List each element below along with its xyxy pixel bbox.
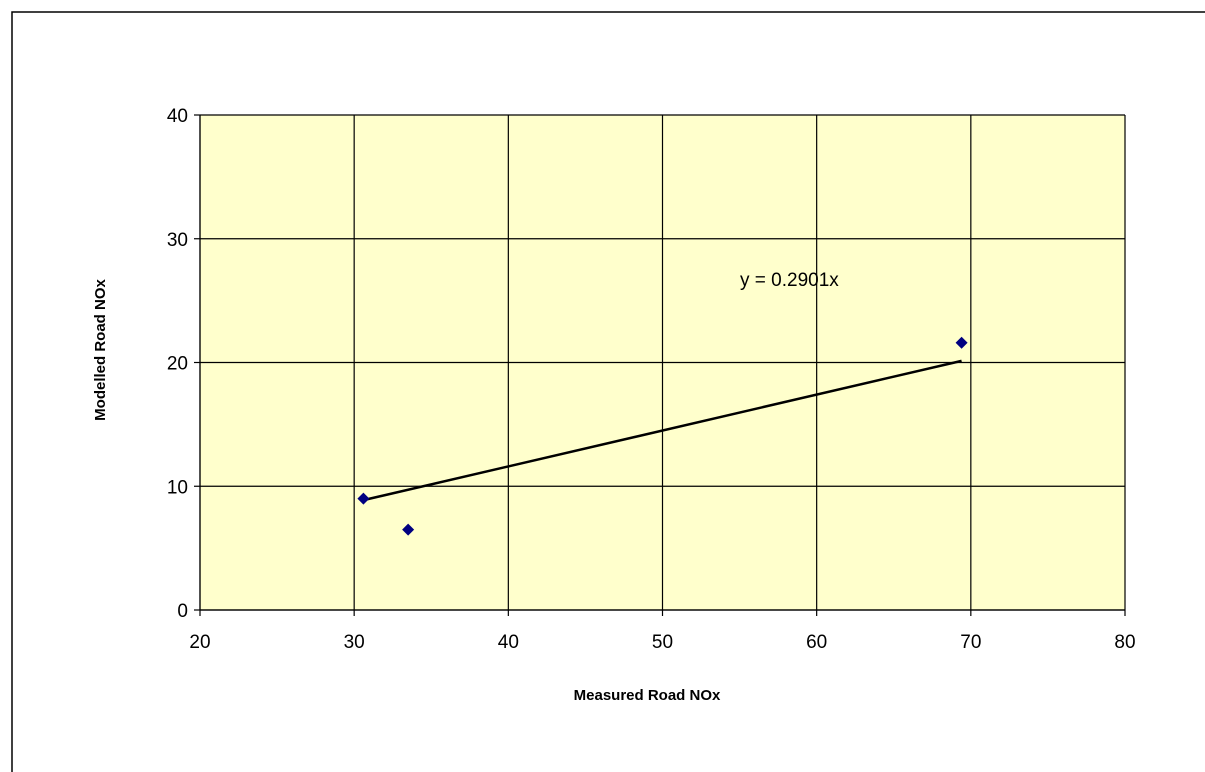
y-tick-label: 10 (167, 477, 188, 498)
x-tick-label: 60 (806, 632, 827, 653)
data-point-marker (955, 336, 968, 349)
y-axis-title: Modelled Road NOx (92, 279, 109, 421)
trendline-equation: y = 0.2901x (740, 270, 839, 291)
y-tick-label: 20 (167, 354, 188, 375)
data-points (357, 336, 968, 536)
tick-labels: 20 30 40 50 60 70 80 0 10 20 30 40 (167, 106, 1136, 653)
x-tick-label: 30 (344, 632, 365, 653)
x-tick-label: 20 (189, 632, 210, 653)
x-axis-title: Measured Road NOx (574, 687, 721, 704)
trendline-group (363, 359, 962, 502)
y-tick-label: 0 (177, 601, 188, 622)
data-point-marker (357, 492, 370, 505)
x-tick-label: 70 (960, 632, 981, 653)
y-tick-label: 40 (167, 106, 188, 127)
x-tick-label: 50 (652, 632, 673, 653)
x-tick-label: 40 (498, 632, 519, 653)
trendline (363, 359, 962, 502)
axes (194, 114, 1126, 616)
x-tick-label: 80 (1114, 632, 1135, 653)
y-tick-label: 30 (167, 230, 188, 251)
data-point-marker (402, 523, 415, 536)
